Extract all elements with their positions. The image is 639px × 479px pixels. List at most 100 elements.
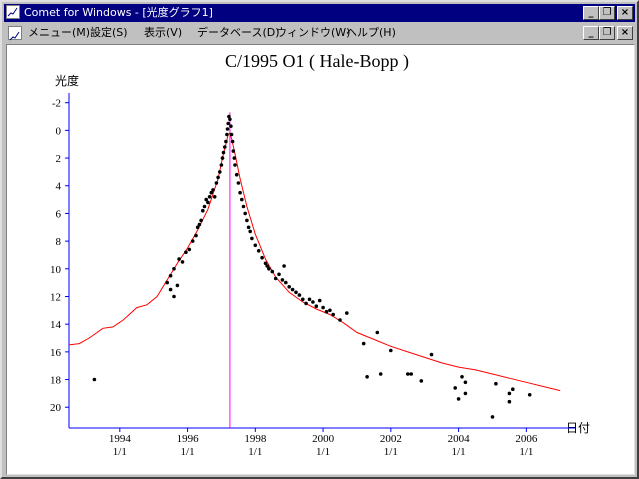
y-tick-label: 8 — [56, 236, 62, 248]
observation-point — [225, 127, 230, 131]
observation-point — [311, 300, 315, 304]
observation-point — [231, 149, 236, 153]
observation-point — [241, 204, 246, 209]
observation-point — [194, 233, 198, 238]
x-tick-label-date: 1/1 — [181, 446, 195, 458]
observation-point — [199, 218, 203, 223]
observation-point — [243, 211, 247, 216]
observation-point — [294, 290, 298, 295]
x-tick-label-year: 2002 — [380, 433, 402, 445]
x-tick-label-date: 1/1 — [248, 446, 262, 458]
observation-point — [324, 309, 329, 314]
menu-item-settings[interactable]: 設定(S) — [90, 26, 128, 39]
observation-point — [212, 195, 217, 199]
observation-point — [172, 294, 176, 299]
menu-item-help[interactable]: ヘルプ(H) — [346, 26, 396, 39]
observation-points — [92, 114, 532, 419]
observation-point — [494, 381, 498, 386]
observation-point — [220, 156, 225, 160]
observation-point — [245, 218, 249, 223]
observation-point — [227, 114, 231, 119]
observation-point — [168, 287, 173, 292]
y-tick-label: 6 — [56, 208, 62, 220]
y-tick-label: 12 — [50, 291, 61, 303]
observation-point — [229, 132, 234, 137]
observation-point — [511, 387, 515, 392]
window-title: Comet for Windows - [光度グラフ1] — [24, 6, 213, 19]
observation-point — [490, 415, 495, 419]
observation-point — [216, 175, 220, 180]
observation-point — [214, 181, 219, 185]
observation-point — [172, 267, 176, 271]
menu-bar: メニュー(M) 設定(S) 表示(V) データベース(D) ウィンドウ(W) ヘ… — [4, 23, 635, 43]
x-tick-label-year: 1996 — [177, 433, 200, 445]
observation-point — [92, 377, 97, 382]
observation-point — [287, 285, 292, 289]
observation-point — [228, 117, 232, 122]
observation-point — [204, 197, 208, 202]
observation-point — [507, 391, 512, 396]
observation-point — [527, 393, 532, 397]
restore-button[interactable]: ❐ — [599, 6, 615, 20]
close-button[interactable]: × — [617, 6, 633, 20]
observation-point — [463, 380, 468, 385]
y-tick-label: 20 — [50, 402, 62, 414]
observation-point — [314, 304, 319, 309]
observation-point — [280, 278, 285, 282]
observation-point — [345, 311, 349, 315]
observation-point — [270, 269, 275, 274]
x-tick-label-year: 2000 — [312, 433, 335, 445]
observation-point — [273, 276, 278, 281]
menu-item-view[interactable]: 表示(V) — [144, 26, 183, 39]
observation-point — [195, 225, 200, 230]
observation-point — [184, 250, 188, 254]
observation-point — [282, 264, 286, 268]
observation-point — [246, 225, 251, 230]
observation-point — [429, 352, 434, 357]
observation-point — [456, 397, 461, 401]
observation-point — [267, 267, 271, 271]
doc-minimize-button[interactable]: _ — [583, 26, 599, 40]
observation-point — [463, 391, 468, 396]
observation-point — [406, 372, 410, 376]
y-tick-label: 14 — [50, 319, 62, 331]
observation-point — [389, 348, 393, 353]
title-bar[interactable]: Comet for Windows - [光度グラフ1] _ ❐ × — [4, 4, 635, 22]
doc-restore-button[interactable]: ❐ — [599, 26, 615, 40]
x-tick-label-date: 1/1 — [519, 446, 533, 458]
chart-title: C/1995 O1 ( Hale-Bopp ) — [225, 51, 409, 71]
observation-point — [232, 156, 237, 160]
x-tick-label-year: 1998 — [244, 433, 267, 445]
brightness-chart: -20246810121416182019941/119961/119981/1… — [50, 93, 575, 458]
x-tick-label-year: 2006 — [515, 433, 538, 445]
app-icon[interactable] — [6, 5, 20, 19]
observation-point — [180, 260, 185, 264]
x-tick-label-date: 1/1 — [384, 446, 398, 458]
menu-item-menu[interactable]: メニュー(M) — [28, 26, 91, 39]
observation-point — [507, 399, 512, 404]
menu-item-window[interactable]: ウィンドウ(W) — [276, 26, 351, 39]
observation-point — [297, 293, 302, 297]
observation-point — [206, 200, 210, 205]
menu-item-database[interactable]: データベース(D) — [197, 26, 280, 39]
observation-point — [224, 139, 228, 144]
x-tick-label-date: 1/1 — [113, 446, 127, 458]
observation-point — [460, 375, 464, 379]
observation-point — [236, 181, 241, 185]
observation-point — [168, 273, 173, 278]
y-tick-label: 0 — [56, 125, 62, 137]
observation-point — [277, 272, 281, 277]
y-tick-label: 10 — [50, 264, 62, 276]
document-icon[interactable] — [8, 26, 22, 41]
observation-point — [256, 249, 261, 253]
model-curve-line — [68, 132, 561, 392]
doc-close-button[interactable]: × — [617, 26, 633, 40]
observation-point — [375, 330, 380, 335]
observation-point — [304, 301, 308, 306]
observation-point — [321, 305, 325, 310]
y-tick-label: -2 — [52, 98, 61, 110]
minimize-button[interactable]: _ — [583, 6, 599, 20]
x-tick-label-year: 1994 — [109, 433, 132, 445]
y-tick-label: 18 — [50, 375, 62, 387]
